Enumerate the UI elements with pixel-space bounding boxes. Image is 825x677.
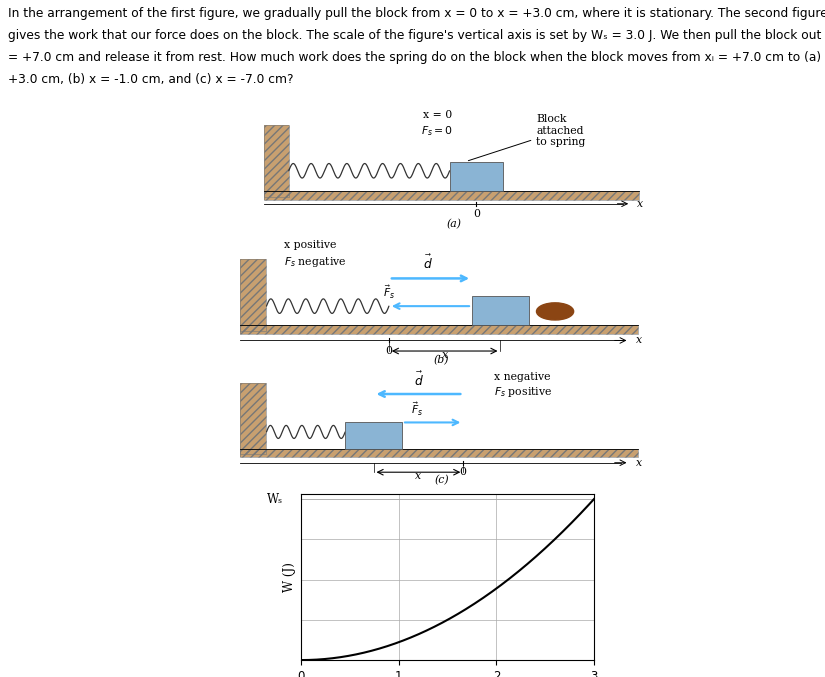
Bar <box>240 448 639 457</box>
Text: $F_s$ positive: $F_s$ positive <box>494 385 552 399</box>
Text: Wₛ: Wₛ <box>267 493 284 506</box>
Text: x positive: x positive <box>284 240 337 250</box>
Text: gives the work that our force does on the block. The scale of the figure's verti: gives the work that our force does on th… <box>8 29 825 42</box>
Text: x: x <box>636 458 642 468</box>
Text: (a): (a) <box>446 219 461 230</box>
Bar <box>450 162 503 191</box>
Bar <box>240 324 639 334</box>
Bar <box>345 422 402 448</box>
Ellipse shape <box>354 427 394 444</box>
Bar <box>264 191 639 200</box>
Bar <box>240 324 639 334</box>
Text: x: x <box>415 471 422 481</box>
Text: $\vec{d}$: $\vec{d}$ <box>413 371 423 389</box>
Text: $F_s$ negative: $F_s$ negative <box>284 255 346 269</box>
Text: x negative: x negative <box>494 372 550 382</box>
Text: 0: 0 <box>460 467 467 477</box>
Text: 0: 0 <box>385 346 393 355</box>
Text: $F_s = 0$: $F_s = 0$ <box>422 124 453 137</box>
Text: $\vec{F}_s$: $\vec{F}_s$ <box>411 401 423 418</box>
Text: = +7.0 cm and release it from rest. How much work does the spring do on the bloc: = +7.0 cm and release it from rest. How … <box>8 51 825 64</box>
Text: Block
attached
to spring: Block attached to spring <box>469 114 586 160</box>
Bar <box>240 383 266 454</box>
Bar <box>472 296 529 324</box>
Text: +3.0 cm, (b) x = -1.0 cm, and (c) x = -7.0 cm?: +3.0 cm, (b) x = -1.0 cm, and (c) x = -7… <box>8 73 294 86</box>
Bar <box>240 448 639 457</box>
Text: x: x <box>636 336 642 345</box>
Text: $\vec{d}$: $\vec{d}$ <box>423 254 433 272</box>
Bar <box>264 125 289 197</box>
Bar <box>264 191 639 200</box>
Text: (b): (b) <box>434 355 449 365</box>
Text: (c): (c) <box>434 475 449 485</box>
Text: x = 0: x = 0 <box>422 110 452 120</box>
Bar <box>240 259 266 331</box>
Text: $\vec{F}_s$: $\vec{F}_s$ <box>383 283 395 301</box>
Bar <box>264 125 289 197</box>
Text: x: x <box>637 199 644 209</box>
Text: x: x <box>441 349 448 359</box>
Text: 0: 0 <box>473 209 480 219</box>
Y-axis label: W (J): W (J) <box>283 562 295 592</box>
Bar <box>240 259 266 331</box>
Text: In the arrangement of the first figure, we gradually pull the block from x = 0 t: In the arrangement of the first figure, … <box>8 7 825 20</box>
Bar <box>240 383 266 454</box>
Ellipse shape <box>536 303 573 320</box>
